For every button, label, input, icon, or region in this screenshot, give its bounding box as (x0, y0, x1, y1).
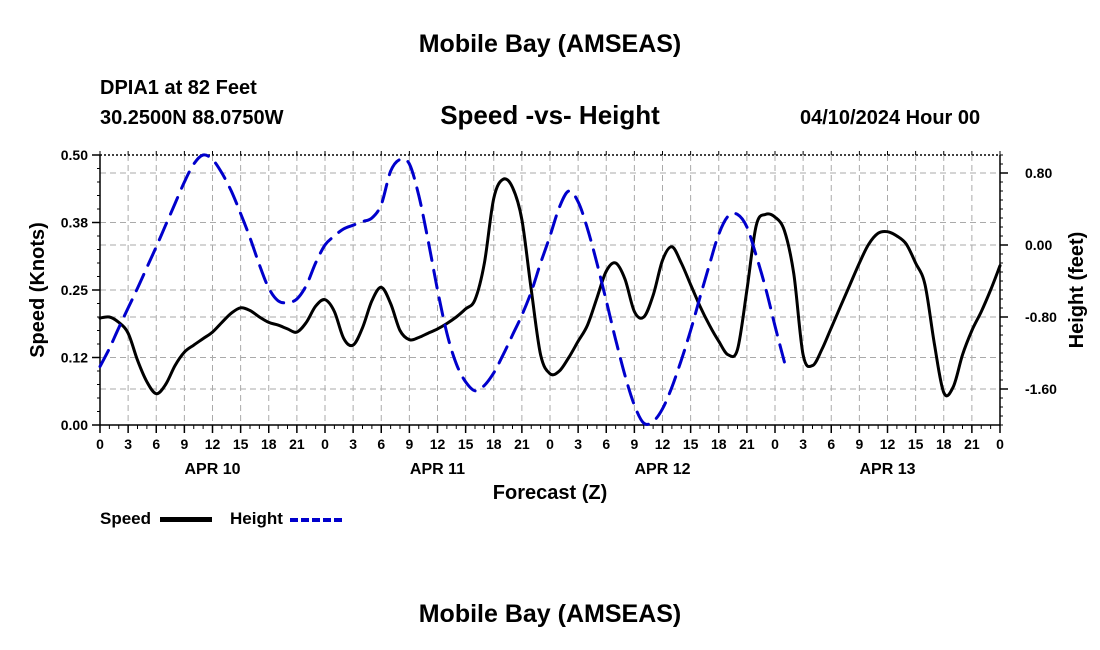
coordinates-label: 30.2500N 88.0750W (100, 107, 284, 129)
x-tick-label: 15 (233, 436, 249, 452)
x-tick-label: 9 (855, 436, 863, 452)
x-tick-label: 15 (683, 436, 699, 452)
x-tick-label: 0 (996, 436, 1004, 452)
x-tick-label: 21 (739, 436, 755, 452)
y2-tick-label: -0.80 (1025, 309, 1057, 325)
x-tick-label: 6 (602, 436, 610, 452)
y-axis-label: Speed (Knots) (27, 222, 49, 358)
x-tick-label: 12 (880, 436, 896, 452)
x-tick-label: 0 (546, 436, 554, 452)
x-tick-label: 6 (827, 436, 835, 452)
x-tick-label: 0 (321, 436, 329, 452)
x-tick-label: 15 (458, 436, 474, 452)
x-tick-label: 3 (124, 436, 132, 452)
x-tick-label: 3 (349, 436, 357, 452)
series-speed-line (98, 177, 1002, 398)
y-tick-label: 0.50 (61, 147, 88, 163)
chart-title-repeat: Mobile Bay (AMSEAS) (418, 600, 682, 628)
x-tick-label: 6 (377, 436, 385, 452)
day-label: APR 13 (859, 461, 915, 478)
y2-tick-label: 0.80 (1025, 165, 1052, 181)
y-tick-label: 0.12 (61, 350, 88, 366)
day-label: APR 10 (184, 461, 240, 478)
x-tick-label: 21 (289, 436, 305, 452)
y2-axis-label: Height (feet) (1066, 232, 1088, 349)
legend-height-label: Height (230, 509, 283, 528)
x-tick-label: 18 (486, 436, 502, 452)
x-tick-label: 9 (630, 436, 638, 452)
chart-subtitle: Speed -vs- Height (440, 100, 660, 130)
forecast-datetime: 04/10/2024 Hour 00 (800, 107, 981, 129)
x-axis-label: Forecast (Z) (492, 482, 608, 504)
x-tick-label: 9 (405, 436, 413, 452)
x-tick-label: 0 (771, 436, 779, 452)
y2-tick-label: -1.60 (1025, 381, 1057, 397)
x-tick-label: 18 (936, 436, 952, 452)
y-tick-label: 0.25 (61, 282, 88, 298)
chart-title: Mobile Bay (AMSEAS) (418, 30, 682, 58)
day-label: APR 11 (410, 461, 465, 478)
x-tick-label: 21 (514, 436, 530, 452)
x-tick-label: 6 (152, 436, 160, 452)
x-tick-label: 18 (711, 436, 727, 452)
x-tick-label: 3 (799, 436, 807, 452)
x-tick-label: 21 (964, 436, 980, 452)
y-tick-label: 0.38 (61, 215, 88, 231)
y2-tick-label: 0.00 (1025, 237, 1052, 253)
day-label: APR 12 (634, 461, 690, 478)
series-height-line (98, 153, 786, 426)
x-tick-label: 12 (655, 436, 671, 452)
x-tick-label: 0 (96, 436, 104, 452)
station-label: DPIA1 at 82 Feet (100, 77, 257, 99)
x-tick-label: 18 (261, 436, 277, 452)
y-tick-label: 0.00 (61, 417, 88, 433)
x-tick-label: 9 (180, 436, 188, 452)
legend-height-swatch (290, 518, 342, 522)
x-tick-label: 3 (574, 436, 582, 452)
x-tick-label: 12 (430, 436, 446, 452)
legend-speed-swatch (160, 517, 212, 522)
x-tick-label: 15 (908, 436, 924, 452)
legend-speed-label: Speed (100, 509, 152, 528)
x-tick-label: 12 (205, 436, 221, 452)
